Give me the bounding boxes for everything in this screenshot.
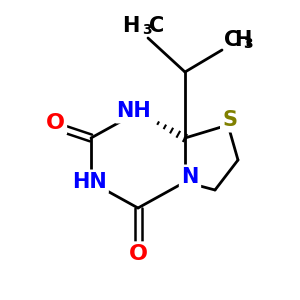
- Text: O: O: [46, 113, 64, 133]
- Text: HN: HN: [72, 172, 106, 192]
- Text: O: O: [128, 244, 148, 264]
- Text: C: C: [224, 30, 239, 50]
- Text: N: N: [181, 167, 199, 187]
- Text: NH: NH: [117, 101, 152, 121]
- Text: H: H: [234, 30, 251, 50]
- Text: C: C: [149, 16, 164, 36]
- Text: S: S: [223, 110, 238, 130]
- Text: 3: 3: [142, 23, 152, 37]
- Text: 3: 3: [243, 37, 253, 51]
- Text: H: H: [123, 16, 140, 36]
